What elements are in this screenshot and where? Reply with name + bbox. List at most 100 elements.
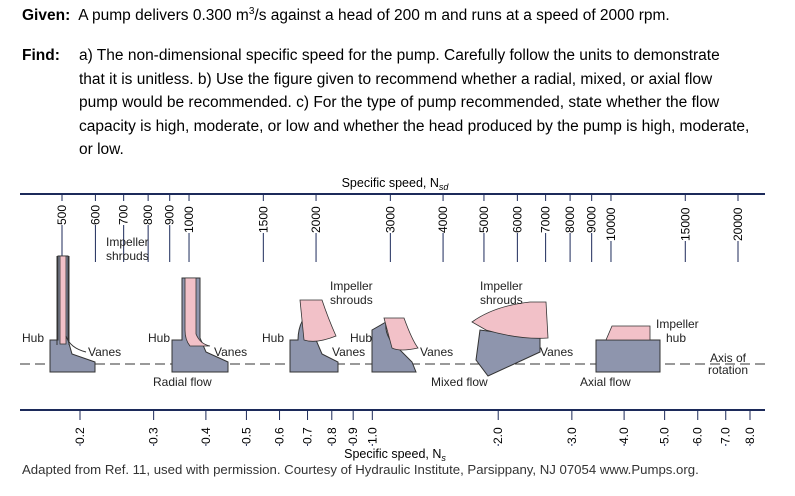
impeller-radial-1 (49, 255, 96, 373)
bottom-tick-label: 2.0 (491, 427, 505, 444)
find-line: a) The non-dimensional specific speed fo… (79, 47, 720, 64)
top-tick-label-bg (584, 201, 599, 233)
bottom-tick-label-bg (272, 420, 287, 444)
bottom-tick-label-bg (491, 420, 506, 444)
top-tick-label-bg (383, 201, 398, 233)
top-tick-label: 1500 (256, 206, 270, 233)
impeller-radial-2 (171, 277, 229, 373)
top-tick-label: 2000 (309, 206, 323, 233)
top-tick-label-bg (141, 201, 156, 225)
label-impeller-hub-a: Impeller (656, 317, 699, 331)
top-tick-label: 3000 (383, 206, 397, 233)
label-impeller-shrouds-3b: shrouds (480, 293, 523, 307)
bottom-tick-label: 0.2 (73, 427, 87, 444)
find-line: or low. (79, 141, 124, 158)
top-tick-label-bg (182, 201, 197, 233)
label-hub-1: Hub (22, 331, 44, 345)
top-tick-label: 20000 (731, 207, 745, 241)
top-tick-label: 15000 (678, 207, 692, 241)
label-impeller-shrouds-3a: Impeller (480, 279, 523, 293)
figure-credit: Adapted from Ref. 11, used with permissi… (22, 462, 699, 477)
bottom-tick-label-bg (239, 420, 254, 444)
top-tick-label: 4000 (436, 206, 450, 233)
top-tick-label-bg (162, 201, 177, 225)
impeller-mixed-1 (371, 317, 419, 373)
label-hub-3: Hub (262, 331, 284, 345)
top-tick-label: 8000 (563, 206, 577, 233)
top-tick-label: 900 (163, 205, 177, 225)
annotations: Impeller shrouds Impeller shrouds Impell… (22, 235, 748, 389)
given-label: Given: (22, 7, 71, 25)
top-tick-label: 7000 (539, 206, 553, 233)
bottom-tick-label-bg (617, 420, 632, 444)
label-axial-flow: Axial flow (580, 375, 631, 389)
top-tick-label-bg (55, 201, 69, 225)
label-impeller-shrouds-2a: Impeller (330, 279, 373, 293)
top-tick-label-bg (603, 201, 618, 241)
bottom-tick-label: 8.0 (743, 427, 757, 444)
label-mixed-flow: Mixed flow (431, 375, 488, 389)
top-tick-label: 700 (117, 205, 131, 225)
label-hub-2: Hub (148, 331, 170, 345)
bottom-tick-label: 5.0 (658, 427, 672, 444)
bottom-tick-label-bg (564, 420, 579, 444)
find-line: that it is unitless. b) Use the figure g… (79, 70, 713, 88)
top-tick-label: 10000 (604, 207, 618, 241)
bottom-tick-label: 4.0 (617, 427, 631, 444)
top-tick-label-bg (309, 201, 324, 233)
top-tick-label: 800 (141, 205, 155, 225)
find-line: capacity is high, moderate, or low and w… (79, 117, 750, 135)
bottom-tick-label-bg (346, 420, 361, 444)
top-tick-label: 1000 (182, 206, 196, 233)
impeller-axial (595, 325, 661, 373)
bottom-tick-label: 0.6 (273, 427, 287, 444)
top-tick-label-bg (256, 201, 271, 233)
bottom-tick-label-bg (743, 420, 757, 444)
top-ticks: 500 600 700 800 900 1000 1500 2000 3000 4000 5000 6… (55, 194, 745, 262)
given-text-pre: A pump delivers 0.300 m (78, 7, 249, 25)
impeller-francis (289, 299, 339, 373)
bottom-tick-label-bg (718, 420, 733, 444)
bottom-tick-label: 7.0 (719, 427, 733, 444)
bottom-tick-label: 3.0 (565, 427, 579, 444)
label-impeller-hub-b: hub (666, 331, 686, 345)
label-axis-rotation-a: Axis of (710, 351, 747, 365)
bottom-tick-label-bg (73, 420, 87, 444)
label-impeller-shrouds-1a: Impeller (106, 235, 149, 249)
bottom-tick-label-bg (146, 420, 161, 444)
label-axis-rotation-b: rotation (708, 363, 748, 377)
top-tick-label: 9000 (585, 206, 599, 233)
top-tick-label-bg (510, 201, 525, 233)
top-scale-title: Specific speed, Nsd (342, 176, 450, 192)
label-vanes-1: Vanes (88, 345, 121, 359)
bottom-ticks: 0.2 0.3 0.4 0.5 0.6 0.7 0.8 0.9 1.0 2.0 3.0 4.0 5.0 6… (73, 410, 757, 446)
label-impeller-shrouds-1b: shrouds (106, 249, 149, 263)
find-label: Find: (22, 47, 60, 64)
bottom-tick-label: 0.9 (346, 427, 360, 444)
find-body: a) The non-dimensional specific speed fo… (79, 44, 779, 162)
top-tick-label-bg (731, 201, 745, 241)
label-vanes-5: Vanes (540, 345, 573, 359)
bottom-tick-label-bg (324, 420, 339, 444)
bottom-tick-label-bg (690, 420, 705, 444)
bottom-tick-label: 0.4 (199, 427, 213, 444)
bottom-tick-label: 0.5 (239, 427, 253, 444)
given-text-post: /s against a head of 200 m and runs at a… (254, 7, 670, 25)
top-tick-label-bg (436, 201, 451, 233)
given-statement: Given: A pump delivers 0.300 m3/s against… (22, 6, 670, 25)
bottom-tick-label: 0.3 (147, 427, 161, 444)
label-vanes-2: Vanes (214, 345, 247, 359)
bottom-tick-label-bg (657, 420, 672, 444)
given-superscript: 3 (248, 6, 255, 17)
top-tick-label-bg (116, 201, 131, 225)
label-vanes-3: Vanes (332, 345, 365, 359)
top-tick-label-bg (88, 201, 103, 225)
label-radial-flow: Radial flow (153, 375, 212, 389)
top-tick-label-bg (563, 201, 578, 233)
top-tick-label: 6000 (510, 206, 524, 233)
bottom-tick-label: 0.7 (301, 427, 315, 444)
bottom-tick-label: 0.8 (325, 427, 339, 444)
bottom-tick-label-bg (198, 420, 213, 444)
find-line: pump would be recommended. c) For the ty… (79, 94, 720, 111)
